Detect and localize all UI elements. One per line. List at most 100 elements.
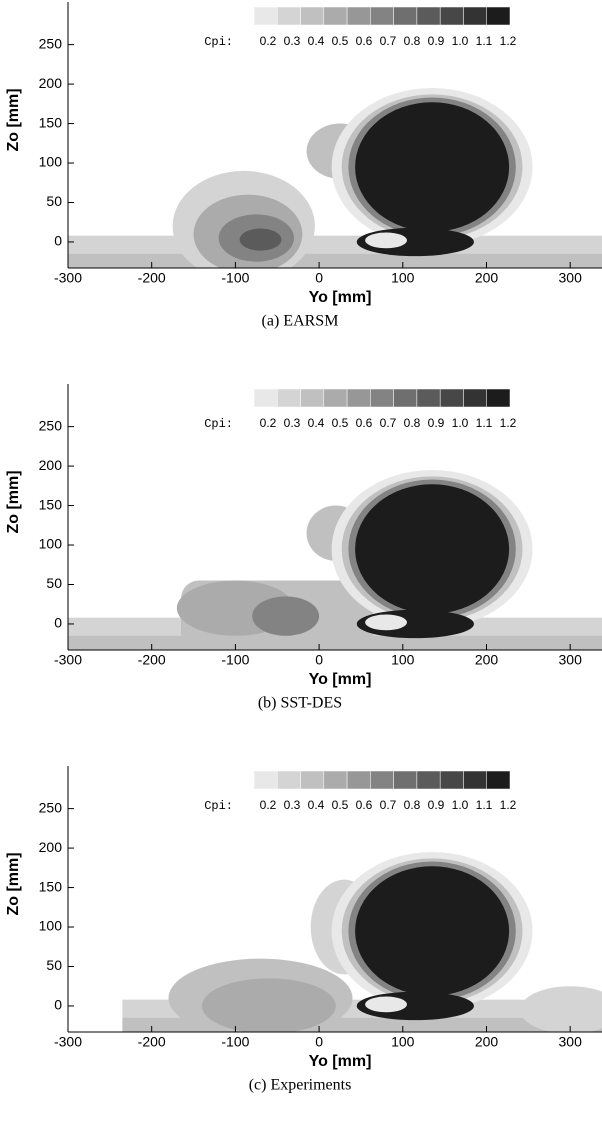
colorbar-swatch	[416, 770, 441, 790]
colorbar-swatch	[346, 388, 371, 408]
colorbar-tick-label: 1.2	[500, 34, 517, 48]
colorbar-swatch	[463, 770, 487, 790]
colorbar-tick-label: 1.1	[476, 416, 493, 430]
plot-area: -300 -200 -100 0 100 200 300 0 50 100 150 200 250 Yo …	[5, 384, 602, 712]
colorbar-swatch	[346, 770, 371, 790]
colorbar-swatch	[486, 6, 511, 26]
colorbar-tick-label: 0.5	[332, 798, 349, 812]
colorbar-swatch	[300, 6, 325, 26]
colorbar-tick-label: 0.7	[380, 416, 397, 430]
x-tick-label: 0	[315, 1034, 323, 1050]
colorbar-swatch	[323, 388, 348, 408]
x-tick-label: 200	[475, 270, 499, 286]
colorbar-tick-label: 0.8	[404, 416, 421, 430]
y-tick-label: 250	[39, 35, 63, 51]
y-tick-label: 250	[39, 799, 63, 815]
x-tick-label: -100	[221, 270, 249, 286]
contour-region	[68, 253, 602, 268]
x-axis-label: Yo [mm]	[309, 289, 372, 306]
x-tick-label: -100	[221, 652, 249, 668]
plot-area: -300 -200 -100 0 100 200 300 0 50 100 150 200 250 Yo …	[5, 766, 602, 1094]
y-tick-label: 100	[39, 154, 63, 170]
colorbar-swatch	[253, 770, 278, 790]
colorbar-tick-label: 0.4	[308, 34, 325, 48]
y-axis-label: Zo [mm]	[5, 852, 22, 915]
x-tick-label: -100	[221, 1034, 249, 1050]
colorbar-swatch	[253, 388, 278, 408]
caption: (c) Experiments	[249, 1077, 352, 1094]
contour-region	[355, 102, 510, 232]
y-tick-label: 50	[46, 193, 62, 209]
caption: (b) SST-DES	[258, 695, 342, 712]
y-tick-label: 50	[46, 957, 62, 973]
colorbar-swatch	[323, 6, 348, 26]
x-tick-label: -200	[138, 270, 166, 286]
y-tick-label: 200	[39, 75, 63, 91]
colorbar-swatch	[393, 770, 418, 790]
colorbar-label: Cpi:	[204, 417, 233, 431]
colorbar-swatch	[300, 388, 325, 408]
colorbar-tick-label: 0.2	[260, 798, 277, 812]
colorbar-swatch	[416, 388, 441, 408]
colorbar-tick-label: 0.5	[332, 416, 349, 430]
x-tick-label: 200	[475, 652, 499, 668]
x-tick-label: -200	[138, 652, 166, 668]
y-tick-label: 150	[39, 496, 63, 512]
contour-field	[122, 852, 602, 1032]
contour-region	[365, 996, 407, 1013]
colorbar-tick-label: 0.7	[380, 34, 397, 48]
x-tick-label: 200	[475, 1034, 499, 1050]
colorbar-tick-label: 0.3	[284, 34, 301, 48]
colorbar-tick-label: 0.8	[404, 34, 421, 48]
y-tick-label: 200	[39, 839, 63, 855]
colorbar-tick-label: 1.0	[452, 798, 469, 812]
y-tick-label: 150	[39, 878, 63, 894]
x-tick-label: 100	[391, 1034, 415, 1050]
x-tick-label: 100	[391, 652, 415, 668]
colorbar-tick-label: 1.0	[452, 416, 469, 430]
x-tick-label: -300	[54, 652, 82, 668]
colorbar-tick-label: 0.6	[356, 798, 373, 812]
x-tick-label: -300	[54, 270, 82, 286]
colorbar-swatch	[346, 6, 371, 26]
y-tick-label: 200	[39, 457, 63, 473]
x-axis-label: Yo [mm]	[309, 671, 372, 688]
colorbar-tick-label: 0.2	[260, 34, 277, 48]
contour-region	[355, 484, 510, 614]
colorbar-tick-label: 0.5	[332, 34, 349, 48]
contour-region	[365, 614, 407, 631]
colorbar-tick-label: 0.6	[356, 416, 373, 430]
contour-region	[519, 986, 602, 1032]
colorbar-swatch	[486, 770, 511, 790]
y-tick-label: 0	[54, 997, 62, 1013]
colorbar-swatch	[323, 770, 348, 790]
caption: (a) EARSM	[262, 313, 339, 330]
colorbar-tick-label: 0.4	[308, 416, 325, 430]
colorbar-swatch	[416, 6, 441, 26]
colorbar-label: Cpi:	[204, 35, 233, 49]
x-tick-label: -300	[54, 1034, 82, 1050]
contour-region	[355, 866, 510, 996]
colorbar-swatch	[370, 770, 394, 790]
colorbar-tick-label: 0.8	[404, 798, 421, 812]
contour-region	[239, 228, 282, 251]
x-tick-label: 100	[391, 270, 415, 286]
y-tick-label: 50	[46, 575, 62, 591]
x-tick-label: 0	[315, 652, 323, 668]
contour-region	[201, 978, 336, 1032]
y-axis-label: Zo [mm]	[5, 88, 22, 151]
contour-region	[252, 596, 320, 636]
colorbar-swatch	[463, 388, 487, 408]
colorbar-swatch	[370, 6, 394, 26]
colorbar-tick-label: 0.3	[284, 798, 301, 812]
colorbar-swatch	[486, 388, 511, 408]
x-tick-label: 300	[559, 270, 583, 286]
colorbar-tick-label: 0.7	[380, 798, 397, 812]
y-tick-label: 100	[39, 918, 63, 934]
colorbar-tick-label: 1.2	[500, 416, 517, 430]
colorbar-swatch	[370, 388, 394, 408]
colorbar-tick-label: 0.9	[428, 416, 445, 430]
y-tick-label: 150	[39, 114, 63, 130]
colorbar-tick-label: 0.4	[308, 798, 325, 812]
colorbar-tick-label: 0.2	[260, 416, 277, 430]
